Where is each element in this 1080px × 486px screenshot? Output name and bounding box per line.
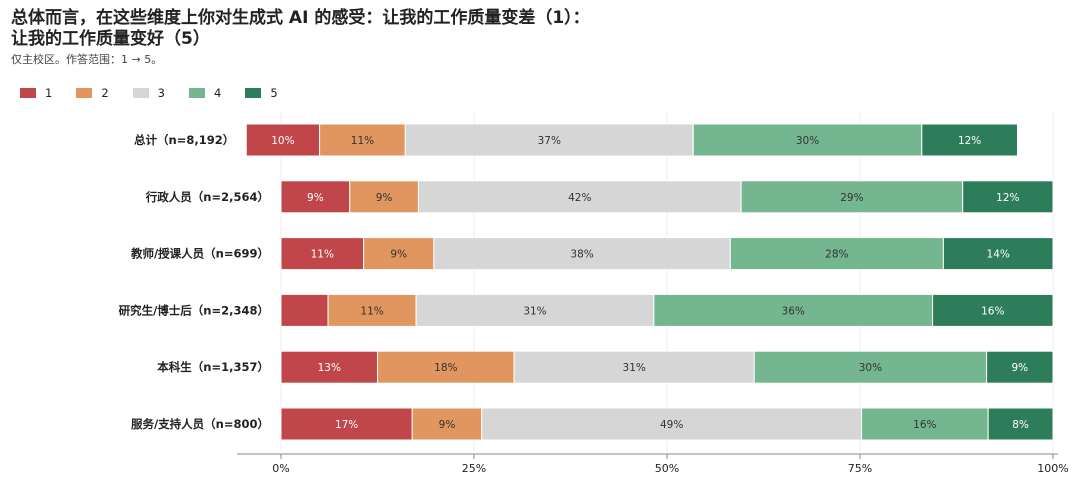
data-label: 16% <box>913 419 936 431</box>
x-tick-label: 25% <box>462 462 486 475</box>
data-label: 8% <box>1012 419 1029 431</box>
data-label: 11% <box>360 305 383 317</box>
category-label: 总计（n=8,192） <box>134 133 234 147</box>
data-label: 10% <box>271 135 294 147</box>
legend-item-4: 4 <box>188 86 222 100</box>
data-label: 9% <box>1011 362 1028 374</box>
chart-title-line-2: 让我的工作质量变好（5） <box>11 29 210 49</box>
data-label: 31% <box>523 305 546 317</box>
legend-item-5: 5 <box>245 86 278 100</box>
bar-segment-4 <box>653 293 934 327</box>
data-label: 17% <box>335 419 358 431</box>
bar-segment-3 <box>481 407 863 441</box>
chart-subtitle: 仅主校区。作答范围：1 → 5。 <box>11 53 163 66</box>
bar-segment-5 <box>932 293 1054 327</box>
data-label: 37% <box>538 135 561 147</box>
category-label: 服务/支持人员（n=800） <box>131 417 269 431</box>
data-label: 30% <box>796 135 819 147</box>
data-label: 12% <box>958 135 981 147</box>
data-label: 28% <box>825 249 848 261</box>
bar-segment-3 <box>417 180 742 214</box>
data-label: 42% <box>568 192 591 204</box>
bar-segment-3 <box>415 293 655 327</box>
bar-segment-2 <box>363 237 435 271</box>
legend-item-2: 2 <box>76 86 109 100</box>
data-label: 9% <box>439 419 456 431</box>
legend-label: 2 <box>101 86 109 100</box>
x-tick-label: 75% <box>848 462 872 475</box>
bar-segment-1 <box>280 293 329 327</box>
chart-legend: 1 2 3 4 5 <box>20 86 302 100</box>
x-tick-label: 50% <box>655 462 679 475</box>
data-label: 12% <box>996 192 1019 204</box>
bar-segment-5 <box>962 180 1054 214</box>
bar-segment-3 <box>404 123 694 157</box>
chart-title: 总体而言，在这些维度上你对生成式 AI 的感受：让我的工作质量变差（1）： 让我… <box>11 8 590 50</box>
legend-item-3: 3 <box>132 86 165 100</box>
legend-label: 5 <box>270 86 278 100</box>
bar-segment-5 <box>987 407 1054 441</box>
x-tick-label: 0% <box>272 462 289 475</box>
legend-swatch <box>76 88 93 98</box>
bar-segment-5 <box>921 123 1018 157</box>
data-label: 18% <box>434 362 457 374</box>
bar-segment-4 <box>861 407 989 441</box>
bar-segment-5 <box>986 350 1054 384</box>
bar-segment-2 <box>411 407 483 441</box>
data-label: 31% <box>623 362 646 374</box>
category-label: 行政人员（n=2,564） <box>145 190 269 204</box>
category-label: 研究生/博士后（n=2,348） <box>119 303 269 317</box>
data-label: 9% <box>376 192 393 204</box>
data-label: 30% <box>859 362 882 374</box>
bar-segment-3 <box>513 350 755 384</box>
bar-segment-1 <box>280 180 351 214</box>
category-label: 教师/授课人员（n=699） <box>130 247 269 261</box>
data-label: 9% <box>307 192 324 204</box>
bar-segment-5 <box>942 237 1054 271</box>
bar-segment-3 <box>433 237 731 271</box>
x-tick-label: 100% <box>1037 462 1068 475</box>
legend-swatch <box>132 88 149 98</box>
data-label: 36% <box>782 305 805 317</box>
category-label: 本科生（n=1,357） <box>157 360 269 374</box>
bar-segment-2 <box>327 293 417 327</box>
data-label: 13% <box>318 362 341 374</box>
data-label: 38% <box>570 249 593 261</box>
bar-segment-2 <box>319 123 406 157</box>
legend-swatch <box>188 88 205 98</box>
legend-item-1: 1 <box>20 86 52 100</box>
bar-segment-1 <box>280 350 378 384</box>
data-label: 11% <box>311 249 334 261</box>
legend-label: 4 <box>213 86 222 100</box>
bar-segment-4 <box>753 350 988 384</box>
data-label: 49% <box>660 419 683 431</box>
legend-swatch <box>20 88 36 98</box>
data-label: 9% <box>390 249 407 261</box>
data-label: 11% <box>351 135 374 147</box>
data-label: 16% <box>981 305 1004 317</box>
chart-title-line-1: 总体而言，在这些维度上你对生成式 AI 的感受：让我的工作质量变差（1）： <box>11 8 590 28</box>
bar-segment-4 <box>692 123 923 157</box>
bar-segment-4 <box>740 180 964 214</box>
data-label: 14% <box>987 249 1010 261</box>
bar-segment-1 <box>280 237 365 271</box>
data-label: 29% <box>840 192 863 204</box>
bar-segment-4 <box>729 237 944 271</box>
legend-label: 3 <box>157 86 165 100</box>
legend-label: 1 <box>45 86 53 100</box>
bar-segment-2 <box>349 180 419 214</box>
legend-swatch <box>245 88 262 98</box>
